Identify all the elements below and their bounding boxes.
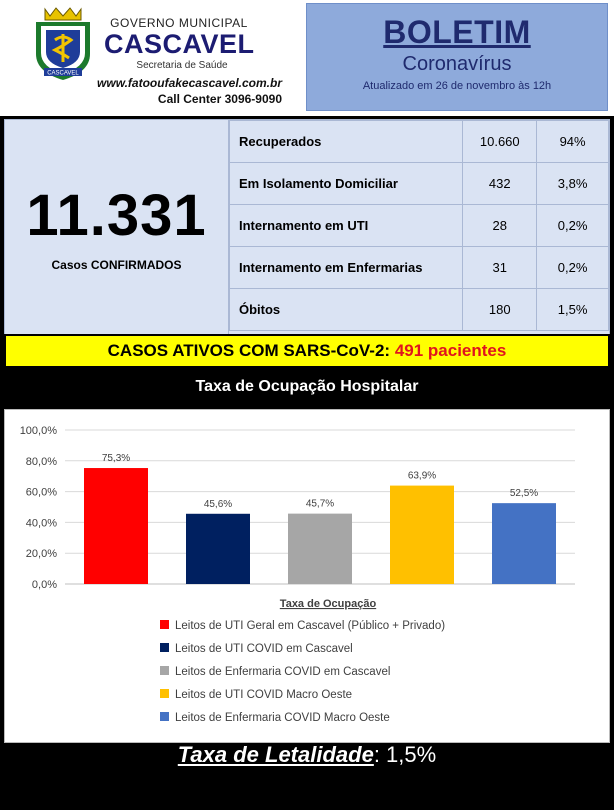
stat-value: 432 — [462, 162, 538, 205]
stat-label: Recuperados — [228, 120, 464, 163]
bar-data-label: 63,9% — [408, 471, 436, 482]
government-title: GOVERNO MUNICIPAL — [110, 16, 248, 30]
bar — [390, 485, 454, 584]
city-name: CASCAVEL — [104, 29, 255, 59]
stat-percent: 0,2% — [536, 246, 609, 289]
stat-value: 10.660 — [462, 120, 538, 163]
occupancy-chart-panel: 0,0% 20,0% 40,0% 60,0% 80,0% 100,0% 75,3% 45,6%… — [4, 409, 610, 743]
bulletin-title: BOLETIM — [383, 14, 531, 50]
stat-label: Óbitos — [228, 288, 464, 331]
stats-panel: 11.331 Casos CONFIRMADOS Recuperados 10.… — [4, 119, 610, 341]
table-row: Internamento em UTI 28 0,2% — [228, 204, 609, 247]
y-tick-label: 60,0% — [26, 487, 57, 499]
occupancy-section-title: Taxa de Ocupação Hospitalar — [195, 378, 419, 395]
bulletin-header-box: BOLETIM Coronavírus Atualizado em 26 de … — [306, 3, 608, 111]
y-tick-label: 80,0% — [26, 456, 57, 468]
active-cases-count: 491 pacientes — [394, 341, 507, 360]
legend-swatch — [160, 643, 169, 652]
x-axis-title: Taxa de Ocupação — [280, 598, 377, 610]
table-row: Em Isolamento Domiciliar 432 3,8% — [228, 162, 609, 205]
stats-table: Recuperados 10.660 94% Em Isolamento Dom… — [228, 120, 609, 331]
confirmed-cases-box: 11.331 Casos CONFIRMADOS — [5, 120, 229, 340]
stat-value: 180 — [462, 288, 538, 331]
letality-label: Taxa de Letalidade — [177, 742, 374, 767]
legend-label: Leitos de UTI Geral em Cascavel (Público… — [175, 620, 445, 632]
stat-value: 31 — [462, 246, 538, 289]
legend-label: Leitos de Enfermaria COVID Macro Oeste — [175, 712, 390, 724]
active-cases-label: CASOS ATIVOS COM SARS-CoV-2: — [107, 341, 391, 360]
legend-label: Leitos de Enfermaria COVID em Cascavel — [175, 666, 390, 678]
city-coat-of-arms-logo: CASCAVEL — [32, 6, 94, 82]
legend-swatch — [160, 620, 169, 629]
occupancy-bar-chart: 0,0% 20,0% 40,0% 60,0% 80,0% 100,0% 75,3% 45,6%… — [20, 425, 575, 724]
bulletin-update-time: Atualizado em 26 de novembro às 12h — [362, 80, 552, 92]
active-cases-banner: CASOS ATIVOS COM SARS-CoV-2: 491 pacient… — [4, 334, 610, 368]
bar-data-label: 45,6% — [204, 499, 232, 510]
table-row: Óbitos 180 1,5% — [228, 288, 609, 331]
stat-value: 28 — [462, 204, 538, 247]
bar-data-label: 52,5% — [510, 488, 538, 499]
bar — [84, 468, 148, 584]
bar — [492, 503, 556, 584]
table-row: Recuperados 10.660 94% — [228, 120, 609, 163]
stat-label: Em Isolamento Domiciliar — [228, 162, 464, 205]
stat-percent: 0,2% — [536, 204, 609, 247]
legend-label: Leitos de UTI COVID Macro Oeste — [175, 689, 352, 701]
legend-swatch — [160, 712, 169, 721]
stat-percent: 94% — [536, 120, 609, 163]
legend-swatch — [160, 666, 169, 675]
y-tick-label: 0,0% — [32, 579, 57, 591]
website-link[interactable]: www.fatooufakecascavel.com.br — [97, 76, 282, 90]
table-row: Internamento em Enfermarias 31 0,2% — [228, 246, 609, 289]
y-tick-label: 100,0% — [20, 425, 58, 437]
legend-swatch — [160, 689, 169, 698]
y-tick-label: 40,0% — [26, 517, 57, 529]
secretariat-name: Secretaria de Saúde — [136, 60, 228, 71]
stat-percent: 3,8% — [536, 162, 609, 205]
svg-text:CASCAVEL: CASCAVEL — [47, 71, 79, 77]
bar-data-label: 45,7% — [306, 499, 334, 510]
header: CASCAVEL GOVERNO MUNICIPAL CASCAVEL Secr… — [0, 0, 614, 116]
legend-label: Leitos de UTI COVID em Cascavel — [175, 643, 353, 655]
stat-label: Internamento em UTI — [228, 204, 464, 247]
letality-footer: Taxa de Letalidade: 1,5% — [0, 742, 614, 768]
bulletin-subtitle: Coronavírus — [402, 53, 512, 75]
stat-label: Internamento em Enfermarias — [228, 246, 464, 289]
stat-percent: 1,5% — [536, 288, 609, 331]
letality-value: : 1,5% — [373, 742, 437, 767]
confirmed-cases-label: Casos CONFIRMADOS — [51, 258, 182, 272]
y-tick-label: 20,0% — [26, 548, 57, 560]
bar — [186, 513, 250, 584]
confirmed-cases-number: 11.331 — [26, 183, 207, 248]
bar-data-label: 75,3% — [102, 453, 130, 464]
bar — [288, 513, 352, 584]
call-center-phone: Call Center 3096-9090 — [157, 92, 282, 106]
